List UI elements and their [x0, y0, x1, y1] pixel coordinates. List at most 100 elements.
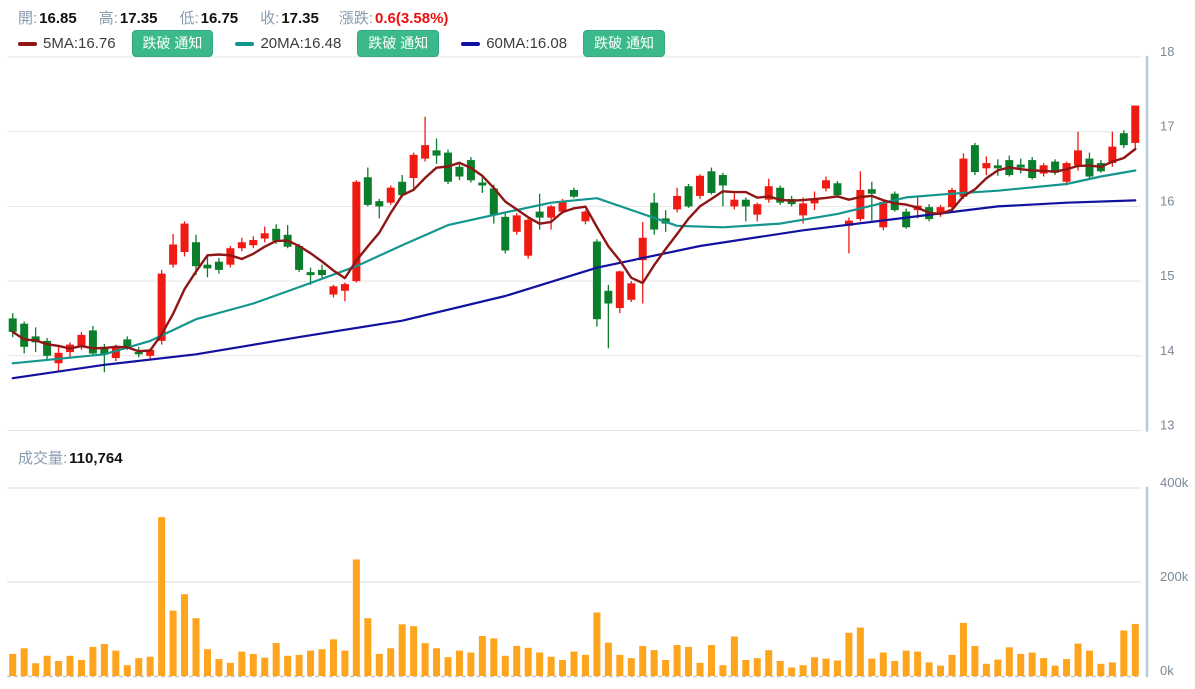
candle-up: [730, 199, 739, 207]
volume-bar: [799, 665, 807, 676]
volume-bar: [329, 639, 337, 676]
volume-bar: [753, 658, 761, 676]
candle-down: [592, 241, 601, 320]
volume-bar: [765, 650, 773, 676]
candle-up: [409, 154, 418, 179]
volume-bar: [524, 647, 532, 676]
volume-bar: [490, 638, 498, 676]
ma5-legend-label: 5MA:16.76: [43, 35, 116, 52]
volume-bar: [501, 655, 509, 676]
price-tick-label: 18: [1160, 44, 1174, 59]
candle-up: [810, 198, 819, 204]
candle-down: [214, 261, 223, 270]
volume-bar: [925, 662, 933, 676]
ma60-line: [11, 199, 1137, 380]
volume-bar: [203, 649, 211, 676]
volume-bar: [341, 650, 349, 676]
candle-down: [1085, 158, 1094, 177]
candle-down: [741, 199, 750, 207]
candle-down: [833, 183, 842, 196]
candle-down: [867, 189, 876, 194]
volume-bar: [478, 636, 486, 676]
volume-tick-label: 0k: [1160, 663, 1174, 678]
candle-up: [169, 244, 178, 265]
candle-up: [421, 145, 430, 159]
candle-up: [627, 283, 636, 300]
candle-up: [753, 204, 762, 215]
low-value: 16.75: [200, 10, 239, 27]
volume-bar: [1017, 653, 1025, 676]
volume-bar: [364, 618, 372, 676]
volume-bar: [249, 653, 257, 676]
low-label: 低:: [179, 10, 199, 27]
ohlc-header: 開: 16.85 高: 17.35 低: 16.75 收: 17.35 漲跌: 0.6(3…: [18, 7, 448, 28]
candle-up: [386, 187, 395, 203]
candle-down: [776, 187, 785, 203]
volume-bar: [32, 663, 40, 676]
volume-bar: [421, 643, 429, 676]
volume-bar: [879, 652, 887, 676]
candle-up: [260, 233, 269, 239]
change-field: 漲跌: 0.6(3.58%): [339, 7, 449, 28]
volume-bar: [1131, 623, 1139, 676]
candle-down: [455, 166, 464, 177]
volume-bar: [914, 651, 922, 676]
volume-bar: [146, 656, 154, 676]
volume-bar: [559, 660, 567, 676]
candle-down: [535, 211, 544, 218]
close-label: 收:: [260, 10, 280, 27]
volume-bar: [696, 662, 704, 676]
candle-up: [340, 284, 349, 291]
candle-down: [970, 145, 979, 173]
volume-tick-label: 200k: [1160, 569, 1189, 584]
ma20-break-alert-button[interactable]: 跌破 通知: [357, 30, 440, 57]
price-tick-label: 14: [1160, 343, 1174, 358]
volume-bar: [398, 624, 406, 676]
volume-bar: [410, 626, 418, 676]
candle-down: [306, 272, 315, 276]
candle-down: [1051, 161, 1060, 173]
ma60-break-alert-button[interactable]: 跌破 通知: [583, 30, 665, 57]
volume-bar: [788, 667, 796, 676]
volume-bar: [192, 618, 200, 676]
price-tick-label: 13: [1160, 418, 1174, 433]
volume-bar: [948, 654, 956, 676]
candle-down: [43, 340, 52, 356]
ma5-break-alert-button[interactable]: 跌破 通知: [131, 30, 214, 57]
candle-down: [890, 193, 899, 211]
candle-up: [180, 223, 189, 252]
candle-up: [352, 181, 361, 282]
candle-down: [432, 150, 441, 156]
candle-down: [363, 177, 372, 205]
volume-bar: [604, 642, 612, 676]
candle-down: [8, 318, 17, 332]
volume-bar: [169, 610, 177, 676]
candle-down: [88, 330, 97, 354]
volume-bar: [467, 652, 475, 676]
candle-up: [111, 346, 120, 359]
ma5-legend-group: 5MA:16.76 跌破 通知: [18, 30, 214, 57]
volume-bar: [135, 658, 143, 676]
candle-up: [638, 237, 647, 261]
candle-up: [696, 175, 704, 196]
volume-bar: [318, 649, 326, 676]
volume-bar: [66, 655, 74, 676]
candle-up: [558, 201, 567, 212]
volume-bar: [1120, 630, 1128, 676]
volume-bar: [352, 559, 360, 676]
volume-bar: [1097, 663, 1105, 676]
candle-down: [318, 269, 326, 276]
candle-down: [570, 189, 578, 197]
change-value: 0.6(3.58%): [375, 10, 449, 27]
candle-up: [822, 180, 830, 189]
volume-bar: [547, 656, 555, 676]
volume-bar: [261, 657, 269, 676]
candle-down: [1016, 164, 1025, 168]
volume-bar: [833, 660, 841, 676]
candle-down: [398, 181, 407, 196]
candle-down: [100, 346, 109, 355]
volume-bar: [1085, 650, 1093, 676]
volume-bar: [433, 648, 441, 676]
close-value: 17.35: [281, 10, 319, 27]
